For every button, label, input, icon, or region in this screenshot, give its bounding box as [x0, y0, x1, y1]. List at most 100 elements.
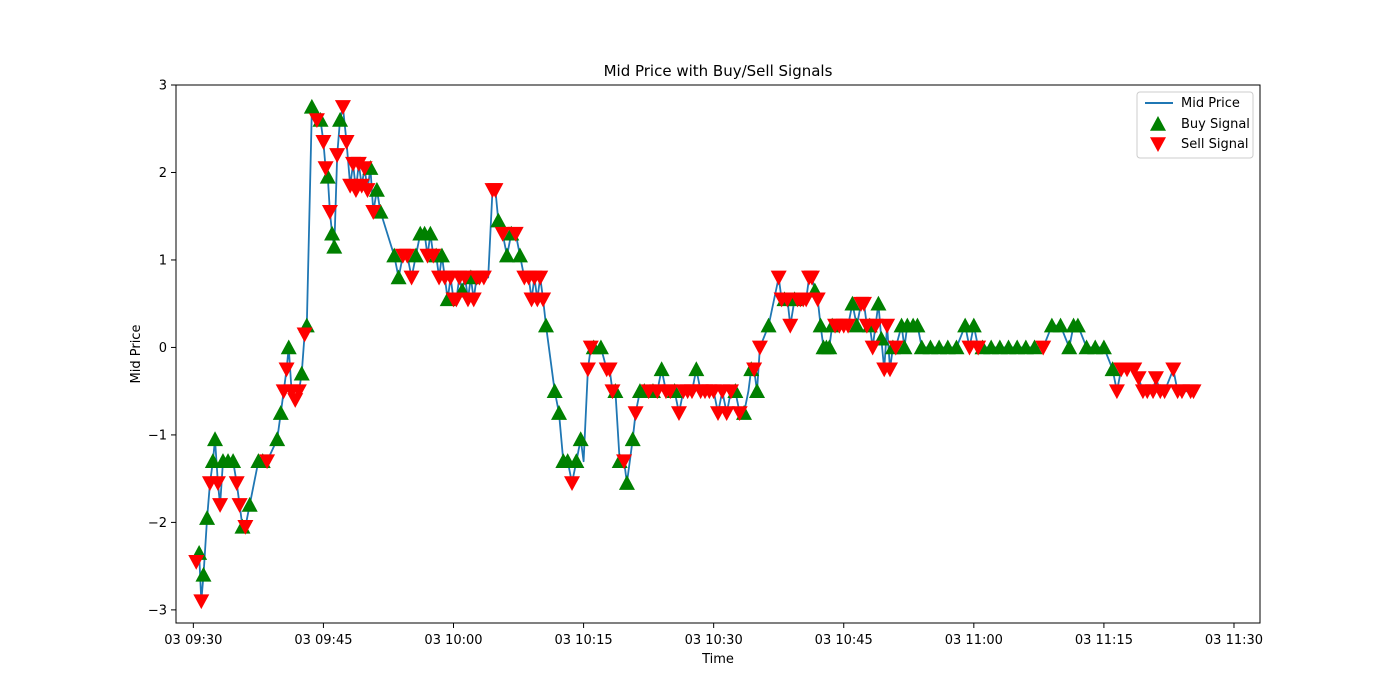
y-tick-label: −1: [148, 428, 167, 443]
buy-signal-marker: [204, 453, 221, 468]
legend-label-mid-price: Mid Price: [1181, 96, 1240, 111]
buy-signal-marker: [965, 317, 982, 333]
buy-signal-marker: [1052, 317, 1069, 333]
buy-signal-marker: [511, 247, 528, 263]
sell-signal-marker: [604, 384, 621, 400]
x-tick-label: 03 11:00: [945, 633, 1003, 648]
legend-label-sell-signal: Sell Signal: [1181, 137, 1249, 152]
buy-signal-marker: [760, 317, 777, 333]
sell-signal-marker: [290, 384, 307, 400]
buy-signal-marker: [422, 225, 439, 241]
buy-signal-marker: [324, 225, 341, 241]
sell-signal-marker: [338, 135, 355, 150]
sell-signal-marker: [616, 454, 633, 470]
sell-signal-marker: [731, 406, 748, 422]
sell-signal-marker: [465, 292, 482, 308]
buy-signal-marker: [225, 453, 242, 468]
y-tick-label: 1: [159, 253, 167, 268]
legend-box: [1136, 91, 1254, 159]
legend-buy-swatch: [1150, 116, 1166, 131]
sell-signal-marker: [356, 161, 373, 177]
sell-signal-marker: [564, 476, 581, 492]
axes-frame: [175, 84, 1261, 624]
sell-signal-marker: [746, 362, 763, 378]
sell-signal-marker: [532, 270, 549, 286]
x-tick-label: 03 10:30: [685, 633, 743, 648]
y-tick-label: −3: [148, 603, 167, 618]
sell-signal-marker: [231, 498, 248, 513]
sell-signal-marker: [970, 340, 987, 356]
buy-signal-marker: [572, 431, 589, 447]
buy-signal-marker: [1069, 317, 1086, 333]
sell-signal-marker: [864, 340, 881, 356]
x-tick-label: 03 11:30: [1205, 633, 1263, 648]
buy-signal-marker: [319, 168, 336, 184]
sell-signal-marker: [1035, 340, 1052, 356]
sell-signal-marker: [582, 340, 599, 356]
sell-signal-marker: [579, 362, 596, 378]
buy-signal-marker: [241, 496, 258, 512]
sell-signal-marker: [887, 340, 904, 356]
sell-signal-marker: [425, 248, 442, 264]
buy-signal-marker: [433, 247, 450, 263]
buy-signal-marker: [848, 317, 865, 333]
sell-signal-marker: [228, 476, 245, 492]
sell-signal-marker: [296, 327, 313, 343]
sell-signal-marker: [1165, 362, 1182, 378]
sell-signal-marker: [209, 476, 226, 492]
legend-sell-swatch: [1150, 137, 1166, 152]
buy-signal-marker: [896, 339, 913, 355]
sell-signal-marker: [840, 318, 857, 334]
buy-signal-marker: [303, 98, 320, 114]
sell-signal-marker: [1126, 362, 1143, 378]
x-tick-label: 03 10:00: [424, 633, 482, 648]
buy-signal-marker: [688, 361, 705, 377]
sell-signal-marker: [507, 226, 524, 242]
sell-signal-marker: [1185, 384, 1202, 400]
buy-signal-marker: [551, 405, 568, 420]
x-tick-label: 03 10:15: [555, 633, 613, 648]
sell-signal-marker: [723, 384, 740, 400]
buy-signal-marker: [653, 361, 670, 377]
buy-signal-marker: [272, 405, 289, 420]
buy-signal-marker: [372, 203, 389, 219]
legend-label-buy-signal: Buy Signal: [1181, 117, 1250, 132]
buy-signal-marker: [812, 317, 829, 333]
chart-title: Mid Price with Buy/Sell Signals: [604, 62, 833, 80]
sell-signal-marker: [662, 384, 679, 400]
sell-signal-marker: [798, 292, 815, 308]
buy-signal-marker: [844, 295, 861, 311]
sell-signal-marker: [448, 292, 465, 308]
sell-signal-marker: [334, 100, 351, 115]
buy-signal-marker: [948, 339, 965, 355]
x-tick-label: 03 09:30: [164, 633, 222, 648]
buy-signal-marker: [618, 475, 635, 490]
sell-signal-marker: [855, 296, 872, 312]
sell-signal-marker: [308, 113, 325, 128]
buy-signal-marker: [909, 317, 926, 333]
buy-signal-marker: [749, 383, 766, 398]
y-tick-label: 2: [159, 166, 167, 181]
buy-signal-marker: [568, 453, 585, 468]
sell-signal-marker: [718, 406, 735, 422]
sell-signal-marker: [803, 270, 820, 286]
buy-signal-marker: [498, 247, 515, 263]
sell-signal-marker: [535, 292, 552, 308]
x-tick-label: 03 09:45: [294, 633, 352, 648]
sell-signal-marker: [315, 135, 332, 150]
x-axis: 03 09:30 03 09:45 03 10:00 03 10:15 03 10:30…: [164, 623, 1263, 648]
sell-signal-marker: [457, 270, 474, 286]
sell-signal-marker: [881, 362, 898, 378]
buy-signal-marker: [870, 295, 887, 311]
buy-signal-marker: [1026, 339, 1043, 355]
buy-signal-marker: [490, 212, 507, 228]
sell-signal-marker: [1130, 371, 1147, 387]
sell-signal-marker: [321, 205, 338, 220]
buy-signal-marker: [332, 111, 349, 127]
sell-signal-marker: [403, 270, 420, 286]
sell-signal-marker: [627, 406, 644, 422]
buy-signal-marker: [624, 431, 641, 447]
sell-signal-marker: [494, 226, 511, 242]
sell-signal-marker: [329, 148, 346, 163]
